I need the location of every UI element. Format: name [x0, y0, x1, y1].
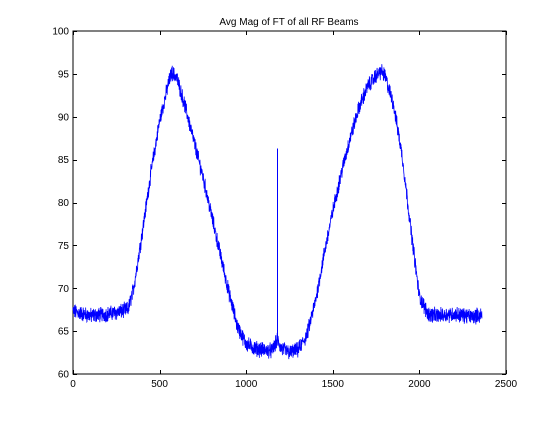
- series-line: [72, 64, 483, 360]
- axis-tick-labels: 0 500 1000 1500 2000 2500 60 65 70 75 80 85 90 95 100: [52, 27, 517, 391]
- y-tick-label: 65: [58, 327, 70, 338]
- x-tick-label: 2500: [495, 379, 518, 390]
- series-layer: [72, 64, 483, 360]
- x-tick-label: 1500: [322, 379, 345, 390]
- y-tick-label: 70: [58, 284, 70, 295]
- y-tick-label: 75: [58, 241, 70, 252]
- y-tick-label: 90: [58, 112, 70, 123]
- plot-area: [72, 30, 507, 375]
- y-tick-label: 80: [58, 198, 70, 209]
- x-tick-label: 1000: [235, 379, 258, 390]
- chart-title: Avg Mag of FT of all RF Beams: [219, 17, 358, 28]
- y-tick-label: 100: [52, 27, 69, 38]
- x-tick-label: 500: [151, 379, 168, 390]
- y-tick-label: 95: [58, 69, 70, 80]
- y-tick-label: 60: [58, 370, 70, 381]
- x-tick-label: 0: [70, 379, 76, 390]
- axis-ticks: [73, 31, 507, 375]
- x-tick-label: 2000: [408, 379, 431, 390]
- y-tick-label: 85: [58, 155, 70, 166]
